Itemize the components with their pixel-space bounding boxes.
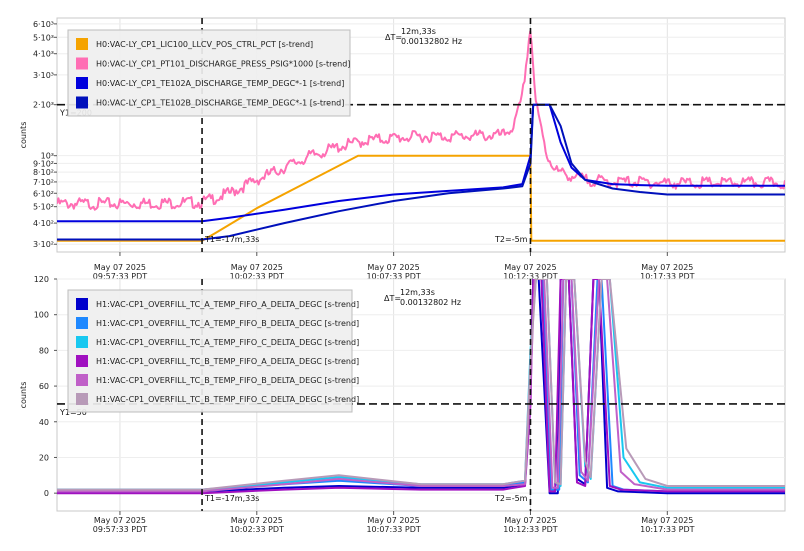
y-tick-label: 80	[39, 346, 49, 355]
x-tick-label-time: 10:17:33 PDT	[640, 272, 694, 281]
x-tick-label-time: 10:17:33 PDT	[640, 525, 694, 534]
y-tick-label: 5·10³	[33, 33, 54, 42]
x-tick-label-date: May 07 2025	[504, 263, 556, 272]
series-line-6	[57, 279, 785, 491]
x-tick-label-date: May 07 2025	[231, 263, 283, 272]
legend-entry-4: H1:VAC-CP1_OVERFILL_TC_B_TEMP_FIFO_A_DEL…	[96, 357, 359, 366]
legend-swatch-2	[76, 317, 88, 329]
x-tick-label-time: 09:57:33 PDT	[93, 272, 147, 281]
delta-t-value: 12m,33s	[401, 27, 436, 36]
legend-swatch-3	[76, 77, 88, 89]
x-tick-label-date: May 07 2025	[368, 263, 420, 272]
y-tick-label: 60	[39, 382, 49, 391]
legend-swatch-1	[76, 298, 88, 310]
legend-swatch-4	[76, 355, 88, 367]
legend-entry-2: H1:VAC-CP1_OVERFILL_TC_A_TEMP_FIFO_B_DEL…	[96, 319, 359, 328]
legend-box	[67, 29, 351, 117]
delta-t-label: ΔT=	[384, 294, 401, 303]
legend-entry-4: H0:VAC-LY_CP1_TE102B_DISCHARGE_TEMP_DEGC…	[96, 99, 344, 108]
cursor-t2-label: T2=-5m	[494, 494, 528, 503]
legend-entry-3: H0:VAC-LY_CP1_TE102A_DISCHARGE_TEMP_DEGC…	[96, 79, 344, 88]
y-axis-label: counts	[19, 122, 28, 149]
x-tick-label-date: May 07 2025	[504, 516, 556, 525]
y-axis-label: counts	[19, 382, 28, 409]
x-tick-label-time: 10:02:33 PDT	[230, 525, 284, 534]
y-tick-label: 5·10²	[33, 203, 54, 212]
series-group	[57, 279, 785, 495]
y-tick-label: 6·10²	[33, 189, 54, 198]
legend-swatch-5	[76, 374, 88, 386]
delta-freq-value: 0.00132802 Hz	[401, 37, 462, 46]
y-tick-label: 8·10²	[33, 168, 54, 177]
y-tick-label: 20	[39, 453, 49, 462]
x-tick-label-date: May 07 2025	[94, 263, 146, 272]
cursor-t1-label: T1=-17m,33s	[204, 494, 259, 503]
legend-entry-3: H1:VAC-CP1_OVERFILL_TC_A_TEMP_FIFO_C_DEL…	[96, 338, 359, 347]
y-tick-label: 100	[34, 311, 49, 320]
legend-entry-5: H1:VAC-CP1_OVERFILL_TC_B_TEMP_FIFO_B_DEL…	[96, 376, 359, 385]
y-tick-label: 120	[34, 275, 49, 284]
cursor-t1-label: T1=-17m,33s	[204, 235, 259, 244]
y-tick-label: 4·10³	[33, 50, 54, 59]
y-tick-label: 7·10²	[33, 178, 54, 187]
y-tick-label: 3·10²	[33, 240, 54, 249]
legend-swatch-6	[76, 393, 88, 405]
y-tick-label: 4·10²	[33, 219, 54, 228]
series-line-4	[57, 279, 785, 495]
y-tick-label: 6·10³	[33, 20, 54, 29]
legend-swatch-1	[76, 38, 88, 50]
legend-swatch-3	[76, 336, 88, 348]
y-tick-label: 40	[39, 418, 49, 427]
y-tick-label: 0	[44, 489, 49, 498]
x-tick-label-date: May 07 2025	[641, 516, 693, 525]
legend-entry-1: H0:VAC-LY_CP1_LIC100_LLCV_POS_CTRL_PCT […	[96, 40, 313, 49]
cursor-t2-label: T2=-5m	[494, 235, 528, 244]
x-tick-label-time: 10:12:33 PDT	[503, 272, 557, 281]
x-tick-label-time: 10:12:33 PDT	[503, 525, 557, 534]
delta-t-label: ΔT=	[385, 33, 402, 42]
x-tick-label-date: May 07 2025	[94, 516, 146, 525]
legend-entry-1: H1:VAC-CP1_OVERFILL_TC_A_TEMP_FIFO_A_DEL…	[96, 300, 359, 309]
y-tick-label: 2·10³	[33, 101, 54, 110]
y-tick-label: 10³	[41, 152, 54, 161]
legend-box	[67, 289, 353, 413]
x-tick-label-date: May 07 2025	[641, 263, 693, 272]
x-tick-label-time: 10:07:33 PDT	[366, 272, 420, 281]
x-tick-label-date: May 07 2025	[231, 516, 283, 525]
series-line-5	[57, 279, 785, 493]
legend-entry-6: H1:VAC-CP1_OVERFILL_TC_B_TEMP_FIFO_C_DEL…	[96, 395, 359, 404]
x-tick-label-time: 09:57:33 PDT	[93, 525, 147, 534]
series-line-1	[57, 279, 785, 495]
legend-swatch-4	[76, 96, 88, 109]
y-tick-label: 9·10²	[33, 159, 54, 168]
delta-freq-value: 0.00132802 Hz	[400, 298, 461, 307]
x-tick-label-date: May 07 2025	[368, 516, 420, 525]
y-tick-label: 3·10³	[33, 71, 54, 80]
delta-t-value: 12m,33s	[400, 288, 435, 297]
x-tick-label-time: 10:02:33 PDT	[230, 272, 284, 281]
legend-swatch-2	[76, 57, 88, 70]
series-line-2	[57, 30, 785, 211]
x-tick-label-time: 10:07:33 PDT	[366, 525, 420, 534]
legend-entry-2: H0:VAC-LY_CP1_PT101_DISCHARGE_PRESS_PSIG…	[96, 60, 350, 69]
